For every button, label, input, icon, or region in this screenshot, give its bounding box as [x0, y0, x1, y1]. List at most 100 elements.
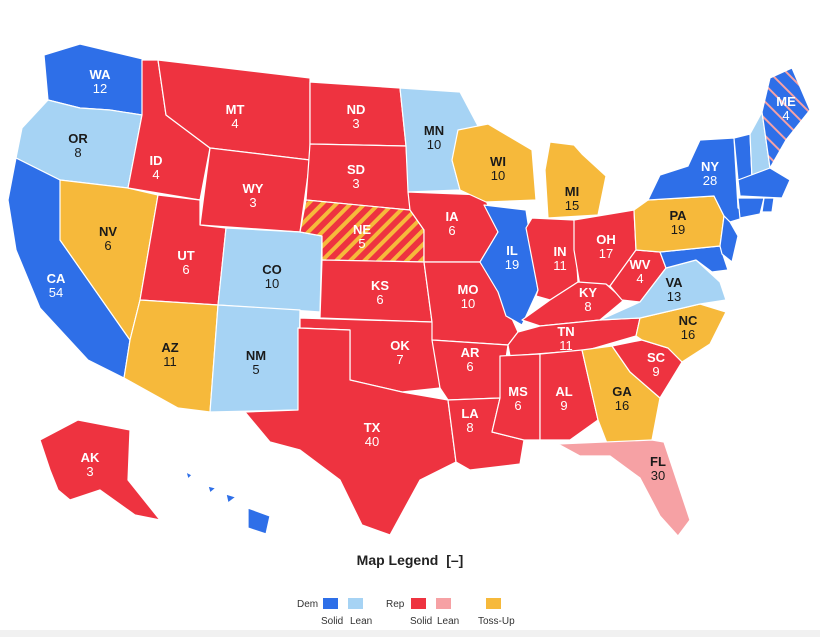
- state-votes-az: 11: [163, 354, 177, 369]
- state-votes-wv: 4: [636, 271, 643, 286]
- legend-dem-label: Dem: [297, 599, 319, 610]
- state-label-co: CO: [262, 262, 282, 277]
- state-votes-al: 9: [560, 398, 567, 413]
- state-votes-sc: 9: [652, 364, 659, 379]
- map-legend: Dem Solid Lean Rep Solid Lean Toss-Up: [0, 596, 820, 632]
- state-label-ca: CA: [47, 271, 66, 286]
- state-label-mi: MI: [565, 184, 579, 199]
- page-bottom-strip: [0, 630, 820, 637]
- state-votes-ks: 6: [376, 292, 383, 307]
- state-votes-il: 19: [505, 257, 519, 272]
- state-votes-ut: 6: [182, 262, 189, 277]
- state-label-wi: WI: [490, 154, 506, 169]
- legend-swatch-solid-rep: [411, 598, 426, 609]
- state-label-sd: SD: [347, 162, 365, 177]
- state-votes-ne: 5: [358, 236, 365, 251]
- state-label-mt: MT: [226, 102, 245, 117]
- state-ny[interactable]: [647, 137, 751, 223]
- state-ct[interactable]: [737, 197, 765, 219]
- legend-dem-lean-label: Lean: [350, 616, 373, 627]
- state-vt[interactable]: [733, 133, 753, 181]
- state-label-mo: MO: [458, 282, 479, 297]
- legend-swatch-solid-dem: [323, 598, 338, 609]
- state-votes-oh: 17: [599, 246, 613, 261]
- legend-toggle-button[interactable]: [–]: [446, 552, 464, 568]
- state-label-ny: NY: [701, 159, 719, 174]
- state-votes-nv: 6: [104, 238, 111, 253]
- state-label-nv: NV: [99, 224, 117, 239]
- state-votes-ms: 6: [514, 398, 521, 413]
- state-votes-co: 10: [265, 276, 279, 291]
- state-label-me: ME: [776, 94, 796, 109]
- state-votes-ky: 8: [584, 299, 591, 314]
- state-label-wv: WV: [630, 257, 651, 272]
- state-votes-ga: 16: [615, 398, 629, 413]
- state-tx[interactable]: [244, 327, 457, 536]
- state-label-ar: AR: [461, 345, 480, 360]
- state-label-ia: IA: [446, 209, 460, 224]
- state-votes-me: 4: [782, 108, 789, 123]
- state-nj[interactable]: [719, 215, 739, 263]
- state-votes-ca: 54: [49, 285, 63, 300]
- state-va[interactable]: [599, 259, 727, 321]
- state-label-or: OR: [68, 131, 88, 146]
- state-votes-mi: 15: [565, 198, 579, 213]
- state-label-nm: NM: [246, 348, 266, 363]
- state-me[interactable]: [761, 67, 811, 169]
- legend-rep-solid-label: Solid: [410, 616, 433, 627]
- state-votes-mo: 10: [461, 296, 475, 311]
- state-votes-sd: 3: [352, 176, 359, 191]
- state-hi[interactable]: [185, 471, 271, 535]
- state-ri[interactable]: [761, 197, 775, 213]
- state-label-pa: PA: [669, 208, 687, 223]
- electoral-map: WA 12 OR 8 CA 54 NV 6 ID 4 MT 4 WY 3 UT …: [7, 43, 811, 537]
- state-al[interactable]: [539, 349, 599, 441]
- legend-tossup-label: Toss-Up: [478, 616, 515, 627]
- state-votes-in: 11: [553, 258, 567, 273]
- state-label-sc: SC: [647, 350, 666, 365]
- state-mi[interactable]: [544, 141, 607, 219]
- state-votes-ak: 3: [86, 464, 93, 479]
- legend-dem-solid-label: Solid: [321, 616, 344, 627]
- state-votes-pa: 19: [671, 222, 685, 237]
- state-label-il: IL: [506, 243, 518, 258]
- state-votes-fl: 30: [651, 468, 665, 483]
- state-wi[interactable]: [451, 123, 537, 203]
- state-label-ks: KS: [371, 278, 389, 293]
- state-label-in: IN: [554, 244, 567, 259]
- state-label-ok: OK: [390, 338, 410, 353]
- state-ak[interactable]: [39, 419, 161, 521]
- state-votes-va: 13: [667, 289, 681, 304]
- map-legend-title: Map Legend [–]: [0, 552, 820, 568]
- state-label-wy: WY: [243, 181, 264, 196]
- state-label-ne: NE: [353, 222, 371, 237]
- state-votes-wy: 3: [249, 195, 256, 210]
- state-fl[interactable]: [557, 439, 691, 537]
- state-votes-mn: 10: [427, 137, 441, 152]
- legend-swatch-lean-rep: [436, 598, 451, 609]
- state-votes-nd: 3: [352, 116, 359, 131]
- state-label-ms: MS: [508, 384, 528, 399]
- state-label-mn: MN: [424, 123, 444, 138]
- legend-title-text: Map Legend: [356, 552, 439, 568]
- state-label-ak: AK: [81, 450, 100, 465]
- state-ma[interactable]: [737, 167, 791, 199]
- state-votes-wa: 12: [93, 81, 107, 96]
- state-votes-id: 4: [152, 167, 159, 182]
- state-votes-ny: 28: [703, 173, 717, 188]
- state-votes-la: 8: [466, 420, 473, 435]
- state-label-wa: WA: [90, 67, 112, 82]
- state-label-ky: KY: [579, 285, 597, 300]
- state-votes-nm: 5: [252, 362, 259, 377]
- state-label-ut: UT: [177, 248, 194, 263]
- legend-swatch-toss-up: [486, 598, 501, 609]
- state-votes-nc: 16: [681, 327, 695, 342]
- state-label-la: LA: [461, 406, 479, 421]
- state-label-tx: TX: [364, 420, 381, 435]
- state-label-al: AL: [555, 384, 572, 399]
- state-label-oh: OH: [596, 232, 616, 247]
- state-label-ga: GA: [612, 384, 632, 399]
- state-label-tn: TN: [557, 324, 574, 339]
- state-label-fl: FL: [650, 454, 666, 469]
- state-label-va: VA: [665, 275, 683, 290]
